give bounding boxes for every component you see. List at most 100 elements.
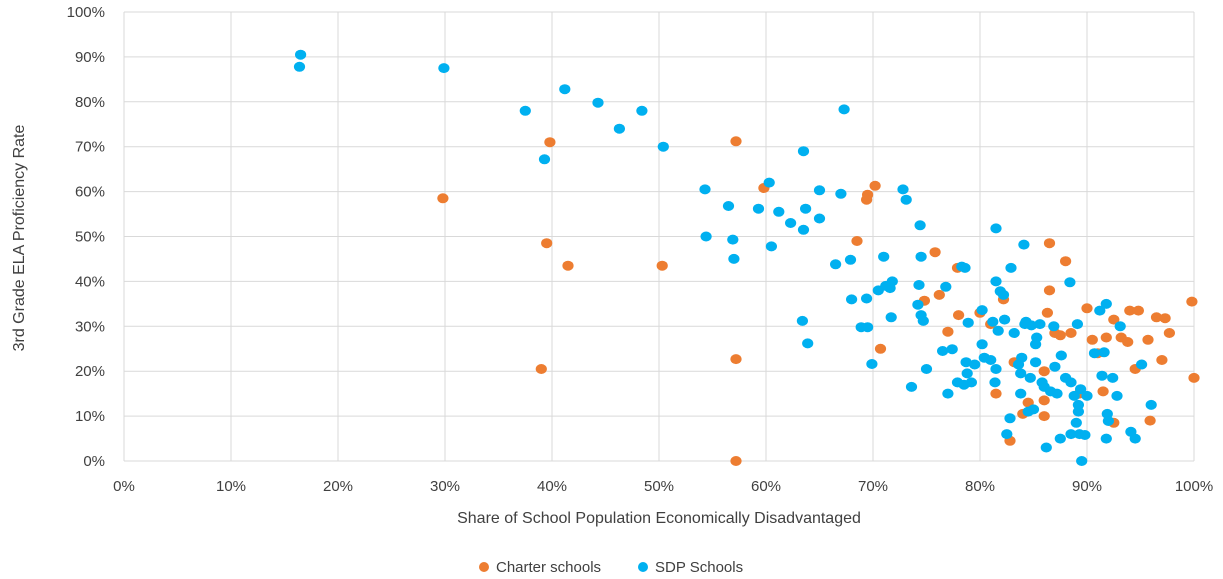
sdp-point (959, 262, 971, 273)
sdp-point (846, 294, 858, 305)
sdp-point (990, 223, 1002, 234)
charter-point (953, 310, 965, 321)
charter-point (1081, 303, 1093, 314)
sdp-point (813, 185, 826, 196)
sdp-point (835, 188, 847, 199)
sdp-point (1079, 430, 1091, 440)
y-tick-label: 90% (75, 49, 105, 66)
x-tick-label: 20% (323, 478, 353, 495)
y-tick-label: 0% (83, 453, 105, 470)
gridlines (123, 11, 1195, 462)
charter-point (1043, 285, 1056, 296)
sdp-point (990, 276, 1002, 287)
sdp-point (886, 276, 898, 287)
sdp-point (797, 224, 810, 235)
sdp-point (1102, 416, 1114, 426)
sdp-point (913, 280, 925, 290)
sdp-point (700, 231, 712, 242)
sdp-point (1064, 277, 1076, 288)
sdp-point (559, 84, 571, 95)
sdp-point (800, 203, 812, 214)
charter-point (1060, 256, 1072, 267)
sdp-point (862, 322, 874, 333)
charter-point (656, 260, 668, 271)
sdp-point (722, 201, 735, 211)
y-axis-title: 3rd Grade ELA Proficiency Rate (11, 125, 28, 352)
sdp-point (1016, 352, 1028, 363)
sdp-point (946, 344, 958, 355)
sdp-point (989, 377, 1001, 388)
x-tick-label: 100% (1175, 478, 1213, 495)
sdp-point (976, 339, 988, 350)
legend-item-charter: Charter schools (479, 559, 601, 576)
sdp-point (962, 317, 974, 328)
sdp-point (1034, 319, 1046, 330)
charter-point (535, 364, 547, 374)
sdp-point (1004, 413, 1016, 424)
sdp-point (1075, 384, 1087, 395)
sdp-point (1025, 320, 1037, 331)
sdp-point (813, 213, 826, 224)
y-tick-label: 100% (67, 4, 105, 21)
sdp-point (538, 154, 551, 165)
data-points (293, 49, 1200, 466)
sdp-point (1030, 357, 1042, 368)
sdp-point (1081, 390, 1093, 401)
sdp-point (797, 146, 810, 157)
sdp-point (992, 325, 1004, 336)
x-tick-label: 30% (430, 478, 460, 495)
charter-point (1041, 307, 1053, 318)
charter-point (562, 260, 574, 271)
sdp-point (727, 234, 739, 245)
sdp-point (905, 381, 918, 392)
sdp-point (965, 377, 978, 388)
sdp-point (1018, 239, 1030, 250)
charter-point (933, 289, 945, 300)
y-tick-label: 50% (75, 229, 105, 246)
sdp-point (987, 316, 999, 327)
charter-point (929, 247, 941, 258)
charter-point (851, 236, 863, 246)
sdp-point (592, 97, 604, 108)
sdp-point (885, 312, 897, 323)
charter-point (1144, 415, 1156, 426)
x-tick-label: 40% (537, 478, 567, 495)
sdp-point (1031, 332, 1043, 343)
charter-point (1038, 395, 1050, 406)
charter-point (730, 354, 742, 365)
sdp-point (728, 253, 740, 264)
sdp-point (861, 293, 873, 304)
sdp-point (765, 241, 778, 252)
sdp-point (969, 359, 981, 370)
sdp-point (1100, 433, 1112, 444)
charter-point (874, 343, 887, 354)
sdp-point (912, 299, 924, 310)
charter-point (1124, 305, 1136, 316)
sdp-point (1040, 442, 1052, 453)
sdp-point (293, 61, 306, 72)
sdp-point (1065, 429, 1077, 440)
sdp-point (699, 184, 711, 195)
legend: Charter schools SDP Schools (479, 559, 743, 576)
sdp-point (1129, 433, 1141, 444)
charter-point (1188, 372, 1200, 383)
sdp-point (897, 184, 909, 195)
charter-point (541, 238, 553, 249)
sdp-point (763, 177, 775, 188)
sdp-point (1008, 328, 1020, 338)
sdp-point (1054, 433, 1066, 444)
charter-point (1097, 386, 1109, 397)
charter-point (544, 137, 556, 148)
sdp-point (1072, 399, 1084, 410)
sdp-point (838, 104, 850, 115)
sdp-point (940, 281, 952, 292)
sdp-point (785, 218, 797, 228)
sdp-point (942, 388, 954, 399)
y-axis-ticks: 0% 10% 20% 30% 40% 50% 60% 70% 80% 90% 100% (67, 4, 105, 470)
charter-point (861, 194, 873, 205)
sdp-point (1096, 370, 1108, 381)
sdp-point (1071, 319, 1083, 330)
series-sdp-schools (293, 49, 1157, 466)
charter-point (1122, 337, 1134, 347)
charter-point (1150, 312, 1163, 323)
